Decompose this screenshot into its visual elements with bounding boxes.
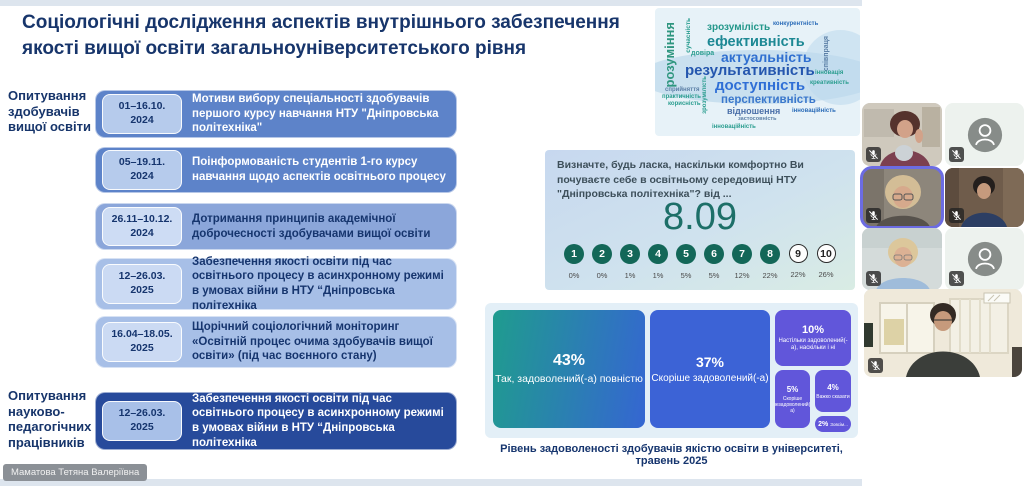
timeline-item-5: 16.04–18.05. 2025 Щорічний соціологічний … xyxy=(95,316,457,368)
word-cloud-word: практичність xyxy=(662,94,701,100)
word-cloud-word: конкурентність xyxy=(773,21,819,27)
scale-percent-4: 1% xyxy=(652,271,664,280)
word-cloud-word: інноваційність xyxy=(792,108,836,114)
word-cloud-word: співпраця xyxy=(823,36,830,72)
treemap-box-43: 43% Так, задоволений(-а) повністю xyxy=(493,310,645,428)
scale-circle-8: 8 xyxy=(760,244,780,264)
participant-avatar-6[interactable] xyxy=(945,228,1024,290)
timeline-text-6: Забезпечення якості освіти під час освіт… xyxy=(192,392,444,449)
presenter-name-tag: Маматова Тетяна Валеріївна xyxy=(3,464,148,481)
wave-shape xyxy=(803,30,860,105)
word-cloud: розуміння сучасність зрозумілість конкур… xyxy=(655,8,860,136)
participant-video-frame xyxy=(862,103,942,166)
mic-muted-icon xyxy=(868,358,883,373)
participant-video-frame xyxy=(864,289,1022,377)
satisfaction-treemap: 43% Так, задоволений(-а) повністю 37% Скор… xyxy=(485,303,858,438)
timeline-date-1: 01–16.10. 2024 xyxy=(102,94,182,134)
scale-circle-5: 5 xyxy=(676,244,696,264)
scale-percent-7: 12% xyxy=(734,271,750,280)
survey-question: Визначте, будь ласка, наскільки комфортн… xyxy=(557,159,804,201)
word-cloud-word: інноваційність xyxy=(712,124,756,130)
treemap-box-37: 37% Скоріше задоволений(-а) xyxy=(650,310,770,428)
treemap-box-4: 4% Важко сказати xyxy=(815,370,851,412)
participant-video-3-active-speaker[interactable] xyxy=(860,166,944,229)
scale-percent-9: 22% xyxy=(790,270,806,279)
comfort-score-card: Визначте, будь ласка, наскільки комфортн… xyxy=(545,150,855,290)
group-label-students: Опитування здобувачів вищої освіти xyxy=(8,88,91,135)
word-cloud-word: сучасність xyxy=(685,18,692,53)
participant-video-4[interactable] xyxy=(945,168,1024,227)
participant-video-7[interactable] xyxy=(864,289,1022,377)
treemap-box-2: 2% Зовсім... xyxy=(815,416,851,432)
scale-percent-3: 1% xyxy=(624,271,636,280)
word-cloud-word: креативність xyxy=(810,80,849,86)
scale-percent-10: 26% xyxy=(818,270,834,279)
mic-muted-icon xyxy=(949,208,964,223)
timeline-item-4: 12–26.03. 2025 Забезпечення якості освіти… xyxy=(95,256,457,312)
timeline-text-4: Забезпечення якості освіти під час освіт… xyxy=(192,255,444,312)
timeline-item-1: 01–16.10. 2024 Мотиви вибору спеціальност… xyxy=(95,90,457,138)
mic-muted-icon xyxy=(866,147,881,162)
video-panel xyxy=(860,0,1024,486)
scale-circle-2: 2 xyxy=(592,244,612,264)
timeline-date-5: 16.04–18.05. 2025 xyxy=(102,322,182,362)
scale-circle-10: 10 xyxy=(816,244,836,263)
scale-percent-6: 5% xyxy=(708,271,720,280)
word-cloud-word: зрозумілість xyxy=(707,22,771,33)
scale-circle-6: 6 xyxy=(704,244,724,264)
timeline-date-6: 12–26.03. 2025 xyxy=(102,401,182,441)
word-cloud-word: застосовність xyxy=(738,116,777,122)
mic-muted-icon xyxy=(949,147,964,162)
scale-percent-2: 0% xyxy=(596,271,608,280)
mic-muted-icon xyxy=(866,208,881,223)
timeline-text-1: Мотиви вибору спеціальності здобувачів п… xyxy=(192,92,439,135)
treemap-box-5: 5% Скоріше незадоволений(-а) xyxy=(775,370,810,428)
word-cloud-word: доступність xyxy=(715,77,806,94)
group-label-staff: Опитування науково-педагогічних працівни… xyxy=(8,388,92,450)
timeline-text-5: Щорічний соціологічний моніторинг «Освіт… xyxy=(192,320,433,363)
word-cloud-word: ефективність xyxy=(707,34,805,50)
word-cloud-word: перспективність xyxy=(721,94,816,106)
scale-percent-1: 0% xyxy=(568,271,580,280)
participant-video-5[interactable] xyxy=(862,228,942,290)
bottom-edge-strip xyxy=(0,479,862,486)
mic-muted-icon xyxy=(866,271,881,286)
word-cloud-word: результативність xyxy=(685,62,815,79)
timeline-text-2: Поінформованість студентів 1-го курсу на… xyxy=(192,156,446,183)
timeline-date-4: 12–26.03. 2025 xyxy=(102,264,182,304)
scale-circle-4: 4 xyxy=(648,244,668,264)
scale-row: 1 0% 2 0% 3 1% 4 1% 5 5% 6 5% 7 12% 8 22% 9 22% 1… xyxy=(545,244,855,280)
mic-muted-icon xyxy=(949,271,964,286)
word-cloud-word: сприйняття xyxy=(665,87,700,93)
scale-circle-9: 9 xyxy=(788,244,808,263)
word-cloud-word: корисність xyxy=(668,101,701,107)
word-cloud-word: розуміння xyxy=(662,22,677,88)
scale-circle-7: 7 xyxy=(732,244,752,264)
timeline-item-2: 05–19.11. 2024 Поінформованість студентів… xyxy=(95,147,457,193)
treemap-box-10: 10% Настільки задоволений(-а), наскільки … xyxy=(775,310,851,366)
timeline-item-3: 26.11–10.12. 2024 Дотримання принципів ак… xyxy=(95,203,457,250)
word-cloud-word: зрозумілість xyxy=(702,76,708,114)
word-cloud-word: відношення xyxy=(727,106,781,116)
top-edge-strip xyxy=(0,0,862,6)
slide-title: Соціологічні дослідження аспектів внутрі… xyxy=(22,12,620,59)
avatar-placeholder-icon xyxy=(967,117,1002,152)
timeline-date-2: 05–19.11. 2024 xyxy=(102,150,182,190)
word-cloud-word: актуальність xyxy=(721,49,812,65)
avatar-placeholder-icon xyxy=(967,241,1002,277)
scale-percent-8: 22% xyxy=(762,271,778,280)
scale-circle-3: 3 xyxy=(620,244,640,264)
scale-percent-5: 5% xyxy=(680,271,692,280)
scale-circle-1: 1 xyxy=(564,244,584,264)
participant-avatar-2[interactable] xyxy=(945,103,1024,166)
word-cloud-word: довіра xyxy=(691,50,715,57)
word-cloud-word: інновація xyxy=(815,70,844,76)
timeline-date-3: 26.11–10.12. 2024 xyxy=(102,206,182,247)
timeline-item-6: 12–26.03. 2025 Забезпечення якості освіти… xyxy=(95,392,457,450)
timeline-text-3: Дотримання принципів академічної доброче… xyxy=(192,212,431,240)
participant-video-1[interactable] xyxy=(862,103,942,166)
survey-mean-score: 8.09 xyxy=(663,196,737,238)
treemap-caption: Рівень задоволеності здобувачів якістю о… xyxy=(500,443,843,467)
